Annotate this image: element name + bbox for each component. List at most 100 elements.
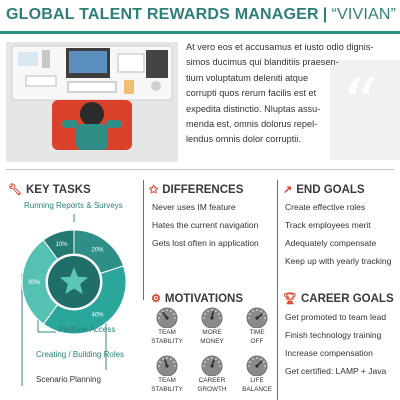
gauge-tick xyxy=(252,358,254,361)
intro-line: expedita distinctio. Nluptas assu- xyxy=(186,103,321,114)
gauge-item: CAREER GROWTH xyxy=(192,354,232,393)
gauge-label-line2: STABILITY xyxy=(151,337,183,345)
list-item: Get promoted to team lead xyxy=(285,312,387,322)
motivations-heading: ⚙ MOTIVATIONS xyxy=(151,292,243,305)
gauge-tick xyxy=(162,358,164,361)
star-icon: ✩ xyxy=(149,184,159,196)
key-tasks-diagram: 20% 40% 30% 10% xyxy=(21,214,127,386)
gauge-hub xyxy=(210,364,214,368)
list-item: Gets lost often in application xyxy=(152,238,259,248)
gauge-tick xyxy=(262,361,265,363)
gauge-icon xyxy=(201,307,223,328)
section-divider xyxy=(6,169,394,170)
gauge-item: TEAM STABILITY xyxy=(147,306,187,345)
list-item: Increase compensation xyxy=(285,348,373,358)
gauge-hub xyxy=(255,364,259,368)
career-goals-list: Get promoted to team lead Finish technol… xyxy=(285,310,386,382)
title-text: GLOBAL TALENT REWARDS MANAGER xyxy=(6,6,319,23)
gauge-tick xyxy=(215,310,217,313)
gauge-icon xyxy=(156,355,178,376)
gauge-label-line2: OFF xyxy=(250,337,264,345)
key-tasks-heading: 🔧︎ KEY TASKS xyxy=(8,183,91,196)
gauge-tick xyxy=(262,313,265,315)
workspace-illustration xyxy=(6,42,178,162)
quote-mark-icon: “ xyxy=(342,64,378,146)
gauge-tick xyxy=(159,361,162,363)
career-goals-title: CAREER GOALS xyxy=(300,293,394,305)
intro-line: menda est, omnis dolorus repel- xyxy=(186,119,318,130)
gauge-item: MORE MONEY xyxy=(192,306,232,345)
gauge-label-line1: LIFE xyxy=(250,377,264,384)
list-item: Finish technology training xyxy=(285,330,382,340)
task-label-platform: Platform Access xyxy=(58,325,116,334)
gauge-tick xyxy=(249,361,252,363)
gauge-item: TEAM STABILITY xyxy=(147,354,187,393)
gauge-tick xyxy=(249,313,252,315)
page-title: GLOBAL TALENT REWARDS MANAGER | “VIVIAN” xyxy=(6,6,396,24)
gauge-tick xyxy=(204,361,207,363)
donut-slice-label: 30% xyxy=(28,280,41,286)
key-tasks-title: KEY TASKS xyxy=(25,184,91,196)
column-divider xyxy=(277,180,278,400)
list-item: Hates the current navigation xyxy=(152,220,259,230)
motivations-title: MOTIVATIONS xyxy=(164,293,244,305)
intro-line: lendus omnis dolor corruptii. xyxy=(186,134,301,145)
gauge-tick xyxy=(204,313,207,315)
gauge-tick xyxy=(217,313,220,315)
list-item: Track employees merit xyxy=(285,220,371,230)
list-item: Never uses IM feature xyxy=(152,202,236,212)
column-divider xyxy=(143,180,144,300)
donut-slice-label: 20% xyxy=(92,248,105,254)
gauge-tick xyxy=(159,313,162,315)
intro-line: simos ducimus qui blanditiis praesen- xyxy=(186,57,339,68)
gauge-hub xyxy=(165,364,169,368)
task-label-reports: Running Reports & Surveys xyxy=(24,201,123,210)
intro-line: tium voluptatum deleniti atque xyxy=(186,72,309,83)
gauge-tick xyxy=(170,358,172,361)
desk-illustration-icon xyxy=(6,42,178,162)
gauge-icon xyxy=(246,307,268,328)
end-goals-heading: ↗ END GOALS xyxy=(283,183,365,196)
gauge-tick xyxy=(215,358,217,361)
end-goals-list: Create effective roles Track employees m… xyxy=(285,200,391,272)
gauge-item: TIME OFF xyxy=(237,306,277,345)
trend-chart-icon: ↗ xyxy=(283,184,293,196)
motivation-gauges: TEAM STABILITY MORE MONEY TIME OFF TEAM … xyxy=(147,306,277,400)
gauge-tick xyxy=(260,310,262,313)
list-item: Keep up with yearly tracking xyxy=(285,256,392,266)
gear-icon: ⚙ xyxy=(151,293,161,305)
task-donut-chart: 20% 40% 30% 10% xyxy=(21,229,127,335)
persona-name: “VIVIAN” xyxy=(331,6,397,23)
gauge-label-line2: MONEY xyxy=(200,337,224,345)
gauge-label-line1: CAREER xyxy=(198,377,226,384)
differences-list: Never uses IM feature Hates the current … xyxy=(152,200,259,254)
list-item: Get certified: LAMP + Java xyxy=(285,366,387,376)
wrench-icon: 🔧︎ xyxy=(8,184,22,196)
donut-slice-label: 10% xyxy=(56,242,69,248)
gauge-label-line1: TEAM xyxy=(158,329,176,336)
gauge-tick xyxy=(217,361,220,363)
gauge-label-line1: MORE xyxy=(202,329,222,336)
donut-slice xyxy=(21,239,59,325)
donut-slice-label: 40% xyxy=(92,312,105,318)
gauge-label-line2: STABILITY xyxy=(151,385,183,393)
title-separator: | xyxy=(322,6,328,23)
differences-title: DIFFERENCES xyxy=(162,184,244,196)
gauge-hub xyxy=(165,316,169,320)
donut-slice xyxy=(42,265,127,335)
task-label-scenario: Scenario Planning xyxy=(36,375,101,384)
gauge-hub xyxy=(255,316,259,320)
quote-decoration: “ xyxy=(330,60,400,160)
gauge-item: LIFE BALANCE xyxy=(237,354,277,393)
gauge-tick xyxy=(207,310,209,313)
career-goals-heading: 🏆︎ CAREER GOALS xyxy=(283,292,394,305)
task-label-roles: Creating / Building Roles xyxy=(36,350,125,359)
gauge-icon xyxy=(246,355,268,376)
end-goals-title: END GOALS xyxy=(296,184,365,196)
donut-slice xyxy=(42,229,75,261)
list-item: Create effective roles xyxy=(285,202,366,212)
intro-line: corrupti quos rerum facilis est et xyxy=(186,88,317,99)
title-bar: GLOBAL TALENT REWARDS MANAGER | “VIVIAN” xyxy=(0,0,400,34)
gauge-tick xyxy=(162,310,164,313)
gauge-tick xyxy=(252,310,254,313)
